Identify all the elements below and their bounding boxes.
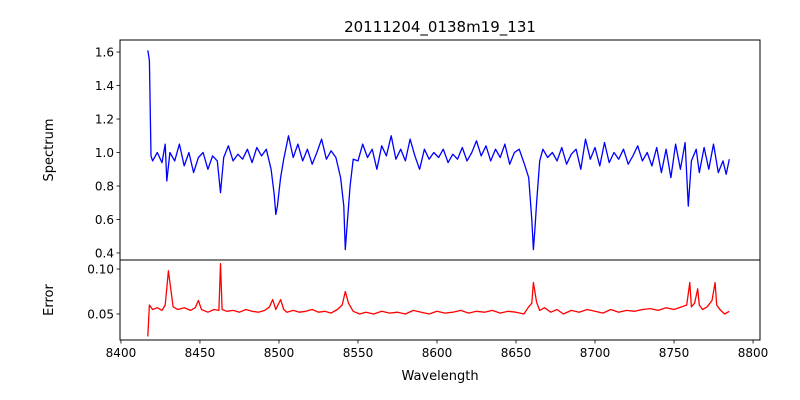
x-tick-label: 8550	[343, 346, 374, 360]
x-tick-label: 8450	[185, 346, 216, 360]
y-tick-label: 1.4	[95, 79, 114, 93]
x-tick-label: 8600	[422, 346, 453, 360]
x-tick-label: 8500	[264, 346, 295, 360]
y-tick-label: 1.0	[95, 146, 114, 160]
y-axis-label-spectrum: Spectrum	[42, 119, 57, 182]
y-tick-label: 0.05	[87, 307, 114, 321]
y-tick-label: 0.8	[95, 179, 114, 193]
chart-title: 20111204_0138m19_131	[344, 18, 536, 37]
x-tick-label: 8650	[501, 346, 532, 360]
x-tick-label: 8400	[106, 346, 137, 360]
y-tick-label: 1.6	[95, 46, 114, 60]
y-tick-label: 0.4	[95, 246, 114, 260]
x-tick-label: 8800	[738, 346, 769, 360]
x-tick-label: 8750	[659, 346, 690, 360]
y-axis-label-error: Error	[42, 284, 57, 316]
y-tick-label: 0.6	[95, 213, 114, 227]
y-tick-label: 0.10	[87, 262, 114, 276]
x-tick-label: 8700	[580, 346, 611, 360]
y-tick-label: 1.2	[95, 113, 114, 127]
x-axis-label: Wavelength	[401, 369, 478, 384]
error-axes-frame	[119, 259, 761, 341]
error-line	[147, 262, 730, 337]
spectrum-line	[147, 50, 730, 251]
